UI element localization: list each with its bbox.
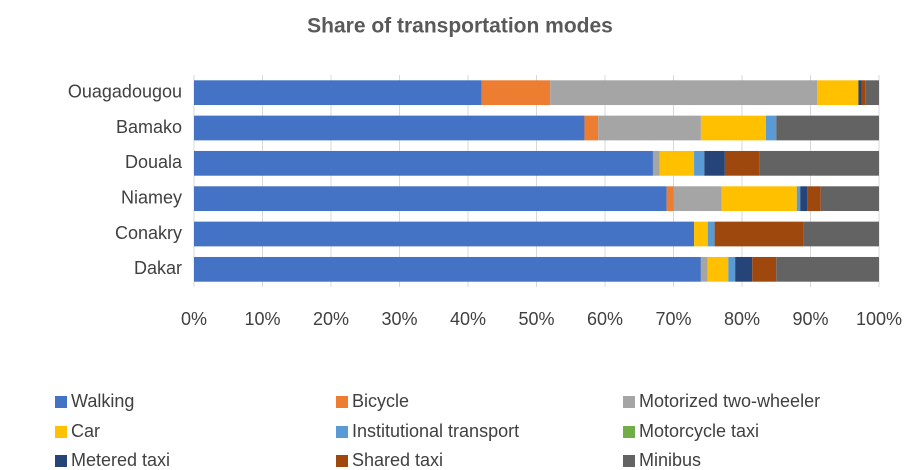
legend-swatch [336,455,348,467]
bar-segment [820,186,879,212]
bar-segment [728,256,736,282]
bar-segment [817,80,859,106]
legend-swatch [336,426,348,438]
bar-segment [796,186,801,212]
bar-segment [858,80,862,106]
x-tick-label: 10% [244,309,280,329]
bar-segment [659,150,695,176]
bar-segment [550,80,818,106]
y-tick-label: Bamako [116,117,182,137]
bar-segment [707,221,715,247]
legend-label: Walking [71,391,134,411]
bar-segment [194,221,695,247]
bar-segment [584,115,599,141]
legend-label: Car [71,421,100,441]
legend-swatch [623,455,635,467]
bar-segment [481,80,551,106]
bar-segment [759,150,879,176]
x-tick-label: 60% [587,309,623,329]
x-tick-label: 30% [381,309,417,329]
legend-label: Metered taxi [71,450,170,470]
legend-swatch [336,396,348,408]
x-tick-label: 40% [450,309,486,329]
x-tick-label: 80% [724,309,760,329]
bar-segment [707,256,729,282]
bar-segment [704,150,725,176]
bar-segment [194,80,482,106]
bar-segment [666,186,674,212]
y-tick-label: Dakar [134,258,182,278]
x-tick-label: 0% [181,309,207,329]
bar-segment [694,221,708,247]
bar-segment [800,186,808,212]
bar-segment [700,256,708,282]
bar-segment [714,221,804,247]
legend-label: Minibus [639,450,701,470]
legend-label: Motorcycle taxi [639,421,759,441]
legend-swatch [55,396,67,408]
bar-segment [803,221,879,247]
y-tick-label: Conakry [115,223,182,243]
bar-segment [673,186,722,212]
bar-segment [752,256,777,282]
bar-segment [194,115,585,141]
bar-segment [765,115,777,141]
bar-segment [194,256,701,282]
x-tick-label: 100% [856,309,902,329]
y-tick-label: Douala [125,152,183,172]
legend-label: Institutional transport [352,421,519,441]
bar-segment [865,80,879,106]
bar-segment [861,80,866,106]
legend-label: Motorized two-wheeler [639,391,820,411]
x-tick-label: 20% [313,309,349,329]
legend-swatch [623,396,635,408]
bar-segment [776,115,879,141]
bar-segment [807,186,821,212]
x-tick-label: 50% [518,309,554,329]
bar-segment [194,150,653,176]
bar-segment [776,256,879,282]
legend-label: Bicycle [352,391,409,411]
legend-label: Shared taxi [352,450,443,470]
bar-segment [724,150,760,176]
legend-swatch [55,455,67,467]
chart-title: Share of transportation modes [307,15,613,38]
x-tick-label: 90% [792,309,828,329]
bar-segment [735,256,753,282]
y-tick-label: Niamey [121,187,182,207]
legend-swatch [623,426,635,438]
legend-swatch [55,426,67,438]
bar-segment [652,150,660,176]
bar-segment [700,115,766,141]
bar-segment [598,115,701,141]
bar-segment [721,186,797,212]
bar-segment [194,186,667,212]
y-tick-label: Ouagadougou [68,81,182,101]
bar-segment [694,150,705,176]
x-tick-label: 70% [655,309,691,329]
